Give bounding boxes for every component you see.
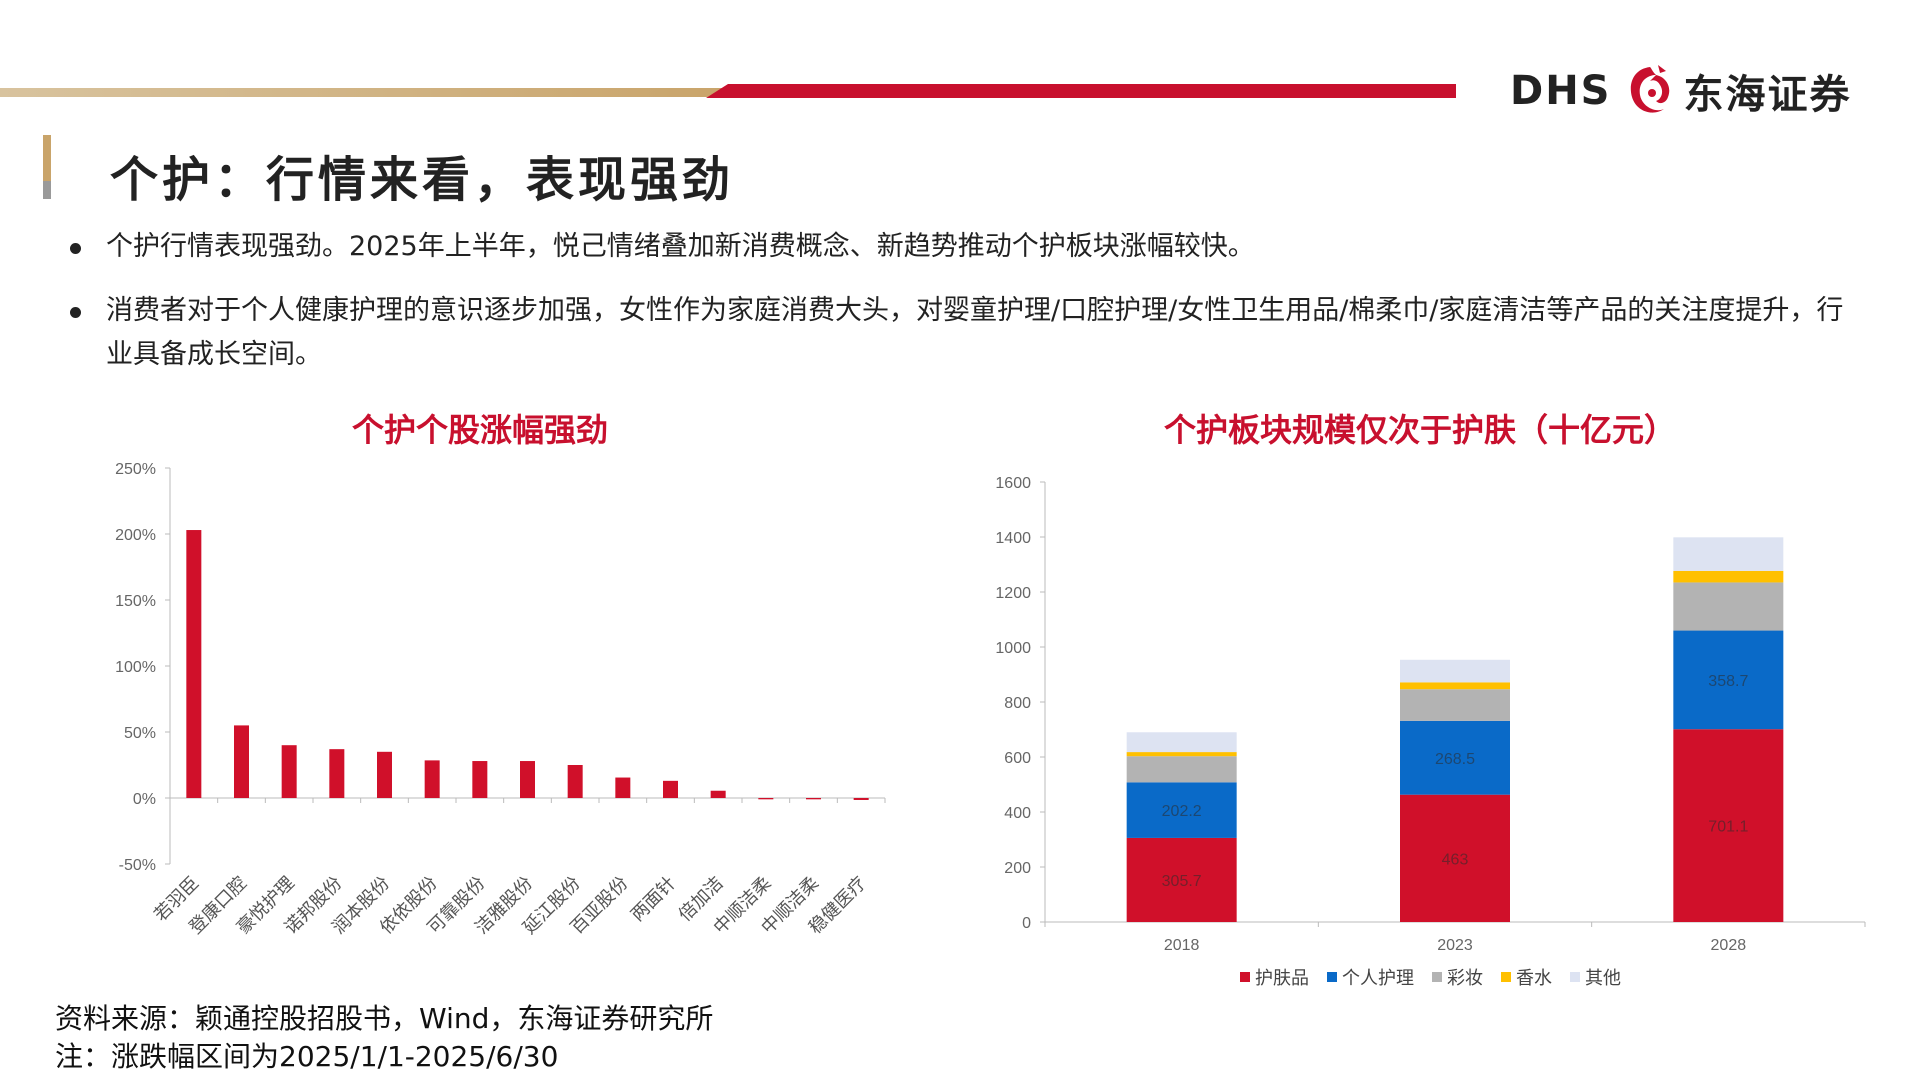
right-stack-segment: [1126, 782, 1237, 838]
dragon-icon: [1630, 65, 1669, 113]
left-bar: [663, 780, 678, 798]
right-stack-segment: [1400, 720, 1510, 795]
legend-label: 香水: [1516, 968, 1552, 989]
logo-latin: DHS: [1510, 68, 1612, 114]
bullet-list: 个护行情表现强劲。2025年上半年，悦己情绪叠加新消费概念、新趋势推动个护板块涨…: [70, 225, 1870, 397]
right-category-label: 2028: [1711, 937, 1747, 954]
right-stack-segment: [1400, 682, 1510, 690]
right-y-tick-label: 1600: [995, 475, 1031, 492]
left-bar: [520, 761, 535, 798]
right-stack-segment: [1673, 630, 1784, 730]
right-y-tick-label: 600: [1004, 750, 1031, 767]
legend-swatch: [1327, 972, 1337, 982]
left-y-tick-label: -50%: [119, 857, 156, 874]
left-chart-title: 个护个股涨幅强劲: [351, 411, 608, 449]
header-gold-stripe: [0, 88, 730, 97]
right-segment-label: 268.5: [1435, 751, 1475, 768]
bullet-item: 消费者对于个人健康护理的意识逐步加强，女性作为家庭消费大头，对婴童护理/口腔护理…: [70, 289, 1870, 377]
legend-item: 护肤品: [1240, 964, 1309, 990]
right-y-tick-label: 400: [1004, 805, 1031, 822]
legend-swatch: [1501, 972, 1511, 982]
right-stack-segment: [1126, 732, 1237, 753]
footer-source: 资料来源：颖通控股招股书，Wind，东海证券研究所 注：涨跌幅区间为2025/1…: [55, 1000, 713, 1076]
left-bar: [186, 530, 202, 798]
right-category-label: 2018: [1164, 937, 1200, 954]
right-segment-label: 305.7: [1162, 873, 1202, 890]
legend-swatch: [1570, 972, 1580, 982]
legend-label: 护肤品: [1255, 968, 1309, 989]
left-y-tick-label: 100%: [115, 659, 156, 676]
right-y-tick-label: 200: [1004, 860, 1031, 877]
bullet-item: 个护行情表现强劲。2025年上半年，悦己情绪叠加新消费概念、新趋势推动个护板块涨…: [70, 225, 1870, 269]
left-y-tick-label: 50%: [124, 725, 156, 742]
legend-swatch: [1240, 972, 1250, 982]
left-bar: [281, 745, 297, 798]
left-bar: [806, 798, 821, 800]
company-logo: DHS 东海证券: [1510, 56, 1890, 126]
left-bar: [710, 790, 726, 798]
header-red-stripe: [706, 84, 1456, 98]
title-accent-gray: [43, 181, 51, 199]
left-y-tick-label: 150%: [115, 593, 156, 610]
bullet-dot-icon: [70, 243, 81, 254]
page-title: 个护：行情来看，表现强劲: [110, 152, 735, 208]
left-y-tick-label: 250%: [115, 461, 156, 478]
right-y-tick-label: 1200: [995, 585, 1031, 602]
logo-chinese: 东海证券: [1683, 72, 1852, 118]
right-segment-label: 463: [1442, 851, 1469, 868]
left-bar: [567, 765, 583, 798]
right-stack-segment: [1126, 756, 1237, 783]
legend-swatch: [1432, 972, 1442, 982]
right-stack-segment: [1673, 729, 1784, 922]
right-stack-segment: [1400, 794, 1510, 922]
right-y-tick-label: 800: [1004, 695, 1031, 712]
right-y-tick-label: 1000: [995, 640, 1031, 657]
legend-item: 个人护理: [1327, 964, 1414, 990]
left-bar: [615, 777, 631, 798]
left-bar: [472, 761, 488, 798]
legend-label: 其他: [1585, 968, 1621, 989]
bullet-text: 消费者对于个人健康护理的意识逐步加强，女性作为家庭消费大头，对婴童护理/口腔护理…: [106, 295, 1844, 370]
right-stack-segment: [1400, 659, 1510, 683]
right-stack-segment: [1126, 837, 1237, 922]
right-stack-segment: [1400, 689, 1510, 721]
right-stack-segment: [1673, 582, 1784, 631]
right-stack-segment: [1126, 752, 1237, 757]
left-bar: [234, 725, 249, 798]
right-stack-segment: [1673, 570, 1784, 583]
right-chart-legend: 护肤品 个人护理 彩妆 香水 其他: [1240, 964, 1621, 990]
legend-label: 个人护理: [1342, 968, 1414, 989]
right-stack-segment: [1673, 537, 1784, 571]
right-y-tick-label: 0: [1022, 915, 1031, 932]
title-accent-gold: [43, 135, 51, 181]
legend-item: 彩妆: [1432, 964, 1483, 990]
left-bar: [853, 798, 869, 800]
right-segment-label: 202.2: [1162, 803, 1202, 820]
left-bar: [424, 760, 440, 798]
legend-item: 香水: [1501, 964, 1552, 990]
right-category-label: 2023: [1437, 937, 1473, 954]
note-text: 注：涨跌幅区间为2025/1/1-2025/6/30: [55, 1040, 559, 1073]
right-segment-label: 358.7: [1708, 673, 1748, 690]
left-y-tick-label: 200%: [115, 527, 156, 544]
right-y-tick-label: 1400: [995, 530, 1031, 547]
legend-item: 其他: [1570, 964, 1621, 990]
left-bar: [758, 798, 774, 800]
legend-label: 彩妆: [1447, 968, 1483, 989]
left-y-tick-label: 0%: [133, 791, 156, 808]
right-chart-title: 个护板块规模仅次于护肤（十亿元）: [1163, 411, 1676, 449]
left-bar: [329, 749, 345, 798]
right-segment-label: 701.1: [1708, 819, 1748, 836]
left-bar: [377, 751, 392, 798]
source-text: 资料来源：颖通控股招股书，Wind，东海证券研究所: [55, 1002, 714, 1035]
bullet-dot-icon: [70, 307, 81, 318]
bullet-text: 个护行情表现强劲。2025年上半年，悦己情绪叠加新消费概念、新趋势推动个护板块涨…: [106, 231, 1255, 262]
